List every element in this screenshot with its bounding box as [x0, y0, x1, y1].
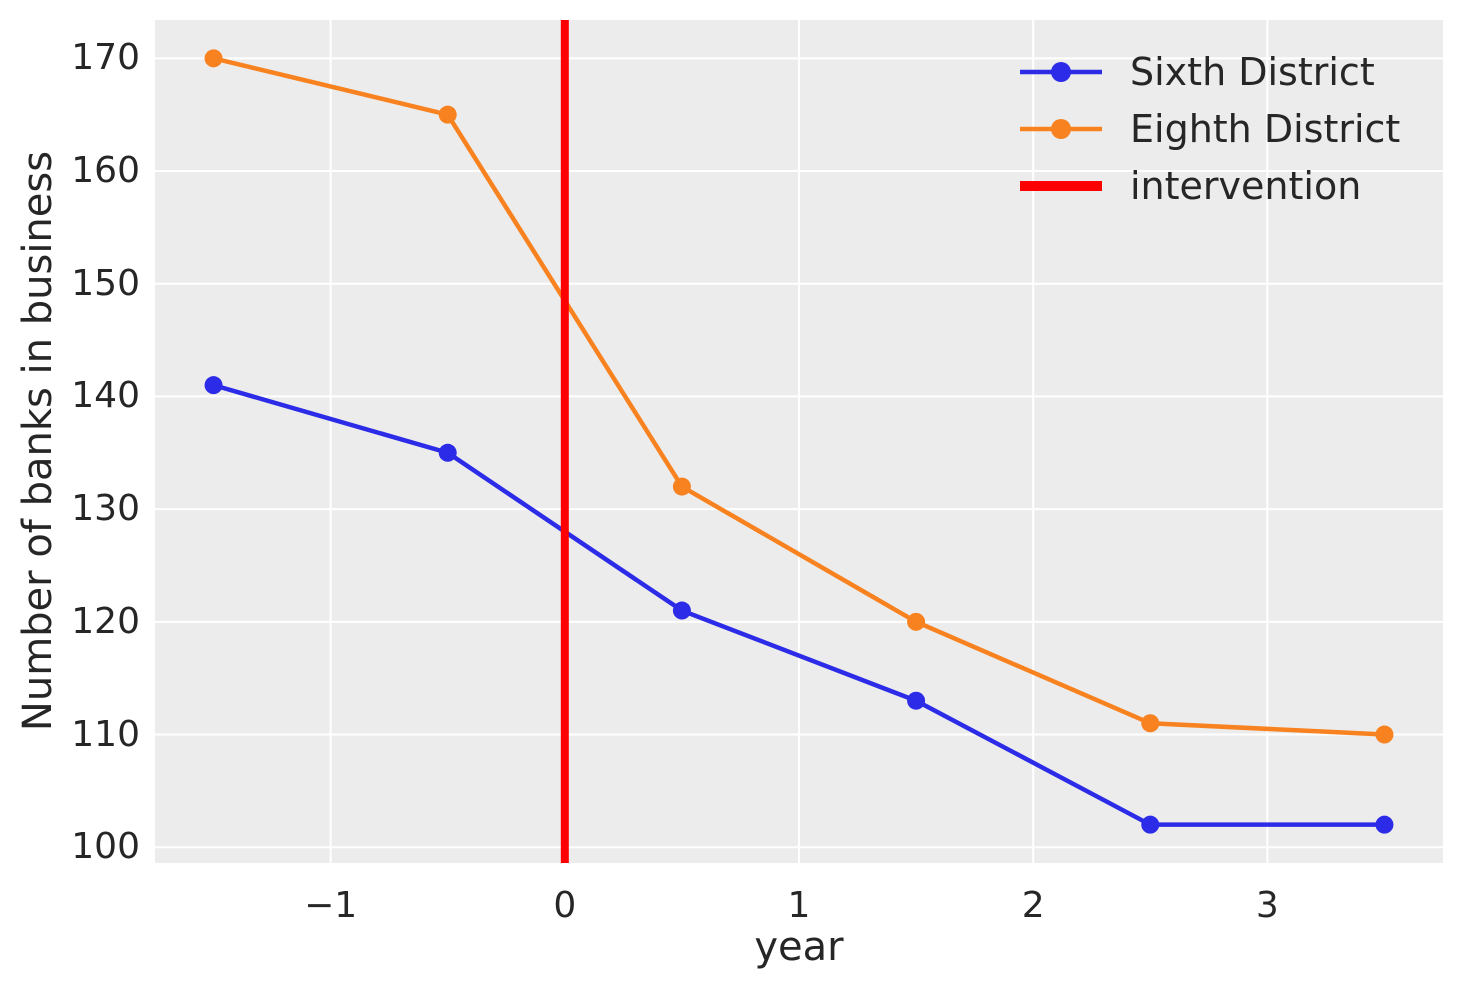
x-tick-label: 2	[1021, 885, 1045, 926]
legend-label-intervention: intervention	[1130, 163, 1362, 208]
y-tick-label: 140	[71, 375, 140, 417]
legend: Sixth District Eighth District intervent…	[1018, 43, 1400, 214]
x-tick-label: 3	[1255, 885, 1279, 926]
y-tick-label: 130	[71, 488, 140, 530]
x-tick-label: 1	[787, 885, 811, 926]
x-tick-label: −1	[304, 885, 358, 926]
plot-area	[155, 20, 1443, 863]
y-axis-label: Number of banks in business	[15, 150, 61, 732]
x-axis-label: year	[754, 924, 844, 970]
legend-item-intervention: intervention	[1018, 157, 1400, 214]
y-tick-label: 110	[71, 713, 140, 755]
legend-item-sixth-district: Sixth District	[1018, 43, 1400, 100]
y-tick-label: 100	[71, 826, 140, 868]
thick-line-swatch-icon	[1020, 180, 1102, 191]
x-tick-label: 0	[553, 885, 577, 926]
plot-canvas	[155, 20, 1443, 863]
legend-label-eighth-district: Eighth District	[1130, 106, 1401, 151]
y-tick-label: 170	[71, 37, 140, 79]
legend-label-sixth-district: Sixth District	[1130, 49, 1375, 94]
legend-item-eighth-district: Eighth District	[1018, 100, 1400, 157]
y-tick-label: 150	[71, 262, 140, 304]
y-tick-label: 120	[71, 600, 140, 642]
line-marker-swatch-icon	[1020, 61, 1102, 82]
y-tick-label: 160	[71, 150, 140, 192]
line-marker-swatch-icon	[1020, 118, 1102, 139]
